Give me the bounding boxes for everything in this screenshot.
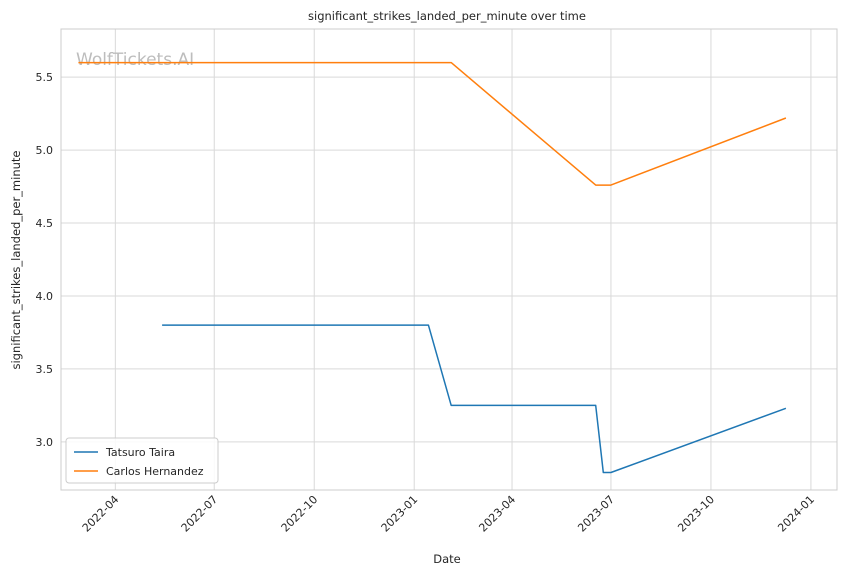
series-line-tatsuro-taira: [162, 324, 787, 474]
x-tick-label: 2022-07: [179, 493, 221, 535]
y-tick-label: 4.5: [36, 217, 54, 230]
watermark-text: WolfTickets.AI: [76, 50, 194, 70]
y-tick-label: 3.0: [36, 436, 54, 449]
x-tick-label: 2023-07: [575, 493, 617, 535]
x-tick-label: 2024-01: [775, 493, 817, 535]
series-line-carlos-hernandez: [78, 61, 787, 186]
x-axis-label: Date: [433, 552, 461, 566]
x-tick-label: 2023-10: [675, 493, 717, 535]
x-axis-ticks: 2022-04 2022-07 2022-10 2023-01 2023-04 2023-…: [80, 493, 817, 535]
x-tick-label: 2023-04: [476, 493, 518, 535]
y-axis-ticks: 3.0 3.5 4.0 4.5 5.0 5.5: [36, 71, 54, 449]
plot-area: [60, 28, 838, 491]
y-tick-label: 3.5: [36, 363, 54, 376]
legend-label-carlos-hernandez: Carlos Hernandez: [106, 465, 204, 478]
x-tick-label: 2023-01: [379, 493, 421, 535]
legend-box: [65, 437, 219, 484]
series-group: [78, 61, 787, 474]
y-tick-label: 5.0: [36, 144, 54, 157]
grid: [61, 29, 837, 490]
y-tick-label: 5.5: [36, 71, 54, 84]
x-tick-label: 2022-10: [279, 493, 321, 535]
y-tick-label: 4.0: [36, 290, 54, 303]
y-axis-label: significant_strikes_landed_per_minute: [9, 151, 23, 370]
legend-label-tatsuro-taira: Tatsuro Taira: [105, 446, 175, 459]
legend: Tatsuro Taira Carlos Hernandez: [65, 437, 219, 484]
chart-title: significant_strikes_landed_per_minute ov…: [308, 9, 586, 23]
x-tick-label: 2022-04: [80, 493, 122, 535]
